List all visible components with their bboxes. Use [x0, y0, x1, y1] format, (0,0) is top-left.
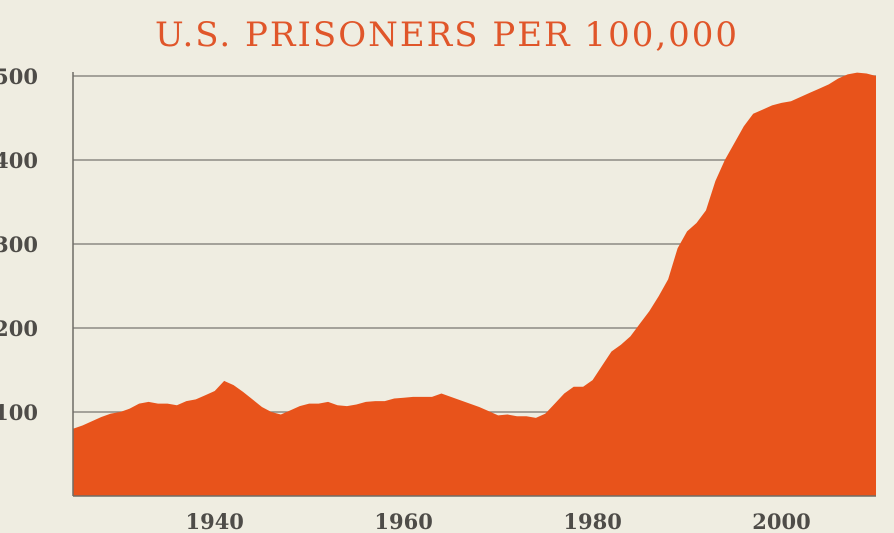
y-tick-label-200: 200: [0, 316, 38, 341]
x-tick-labels: 1940 1960 1980 2000: [185, 509, 810, 533]
x-tick-label-2000: 2000: [752, 509, 810, 533]
y-tick-label-500: 500: [0, 64, 38, 89]
x-tick-label-1940: 1940: [185, 509, 243, 533]
x-tick-label-1980: 1980: [563, 509, 621, 533]
chart-title: U.S. PRISONERS PER 100,000: [155, 15, 739, 55]
axes: [72, 72, 876, 497]
y-tick-labels: 100 200 300 400 500: [0, 64, 38, 425]
series-layer: [73, 72, 876, 496]
y-tick-label-100: 100: [0, 400, 38, 425]
y-tick-label-400: 400: [0, 148, 38, 173]
area-series-0: [73, 72, 876, 496]
y-tick-label-300: 300: [0, 232, 38, 257]
x-tick-label-1960: 1960: [374, 509, 432, 533]
